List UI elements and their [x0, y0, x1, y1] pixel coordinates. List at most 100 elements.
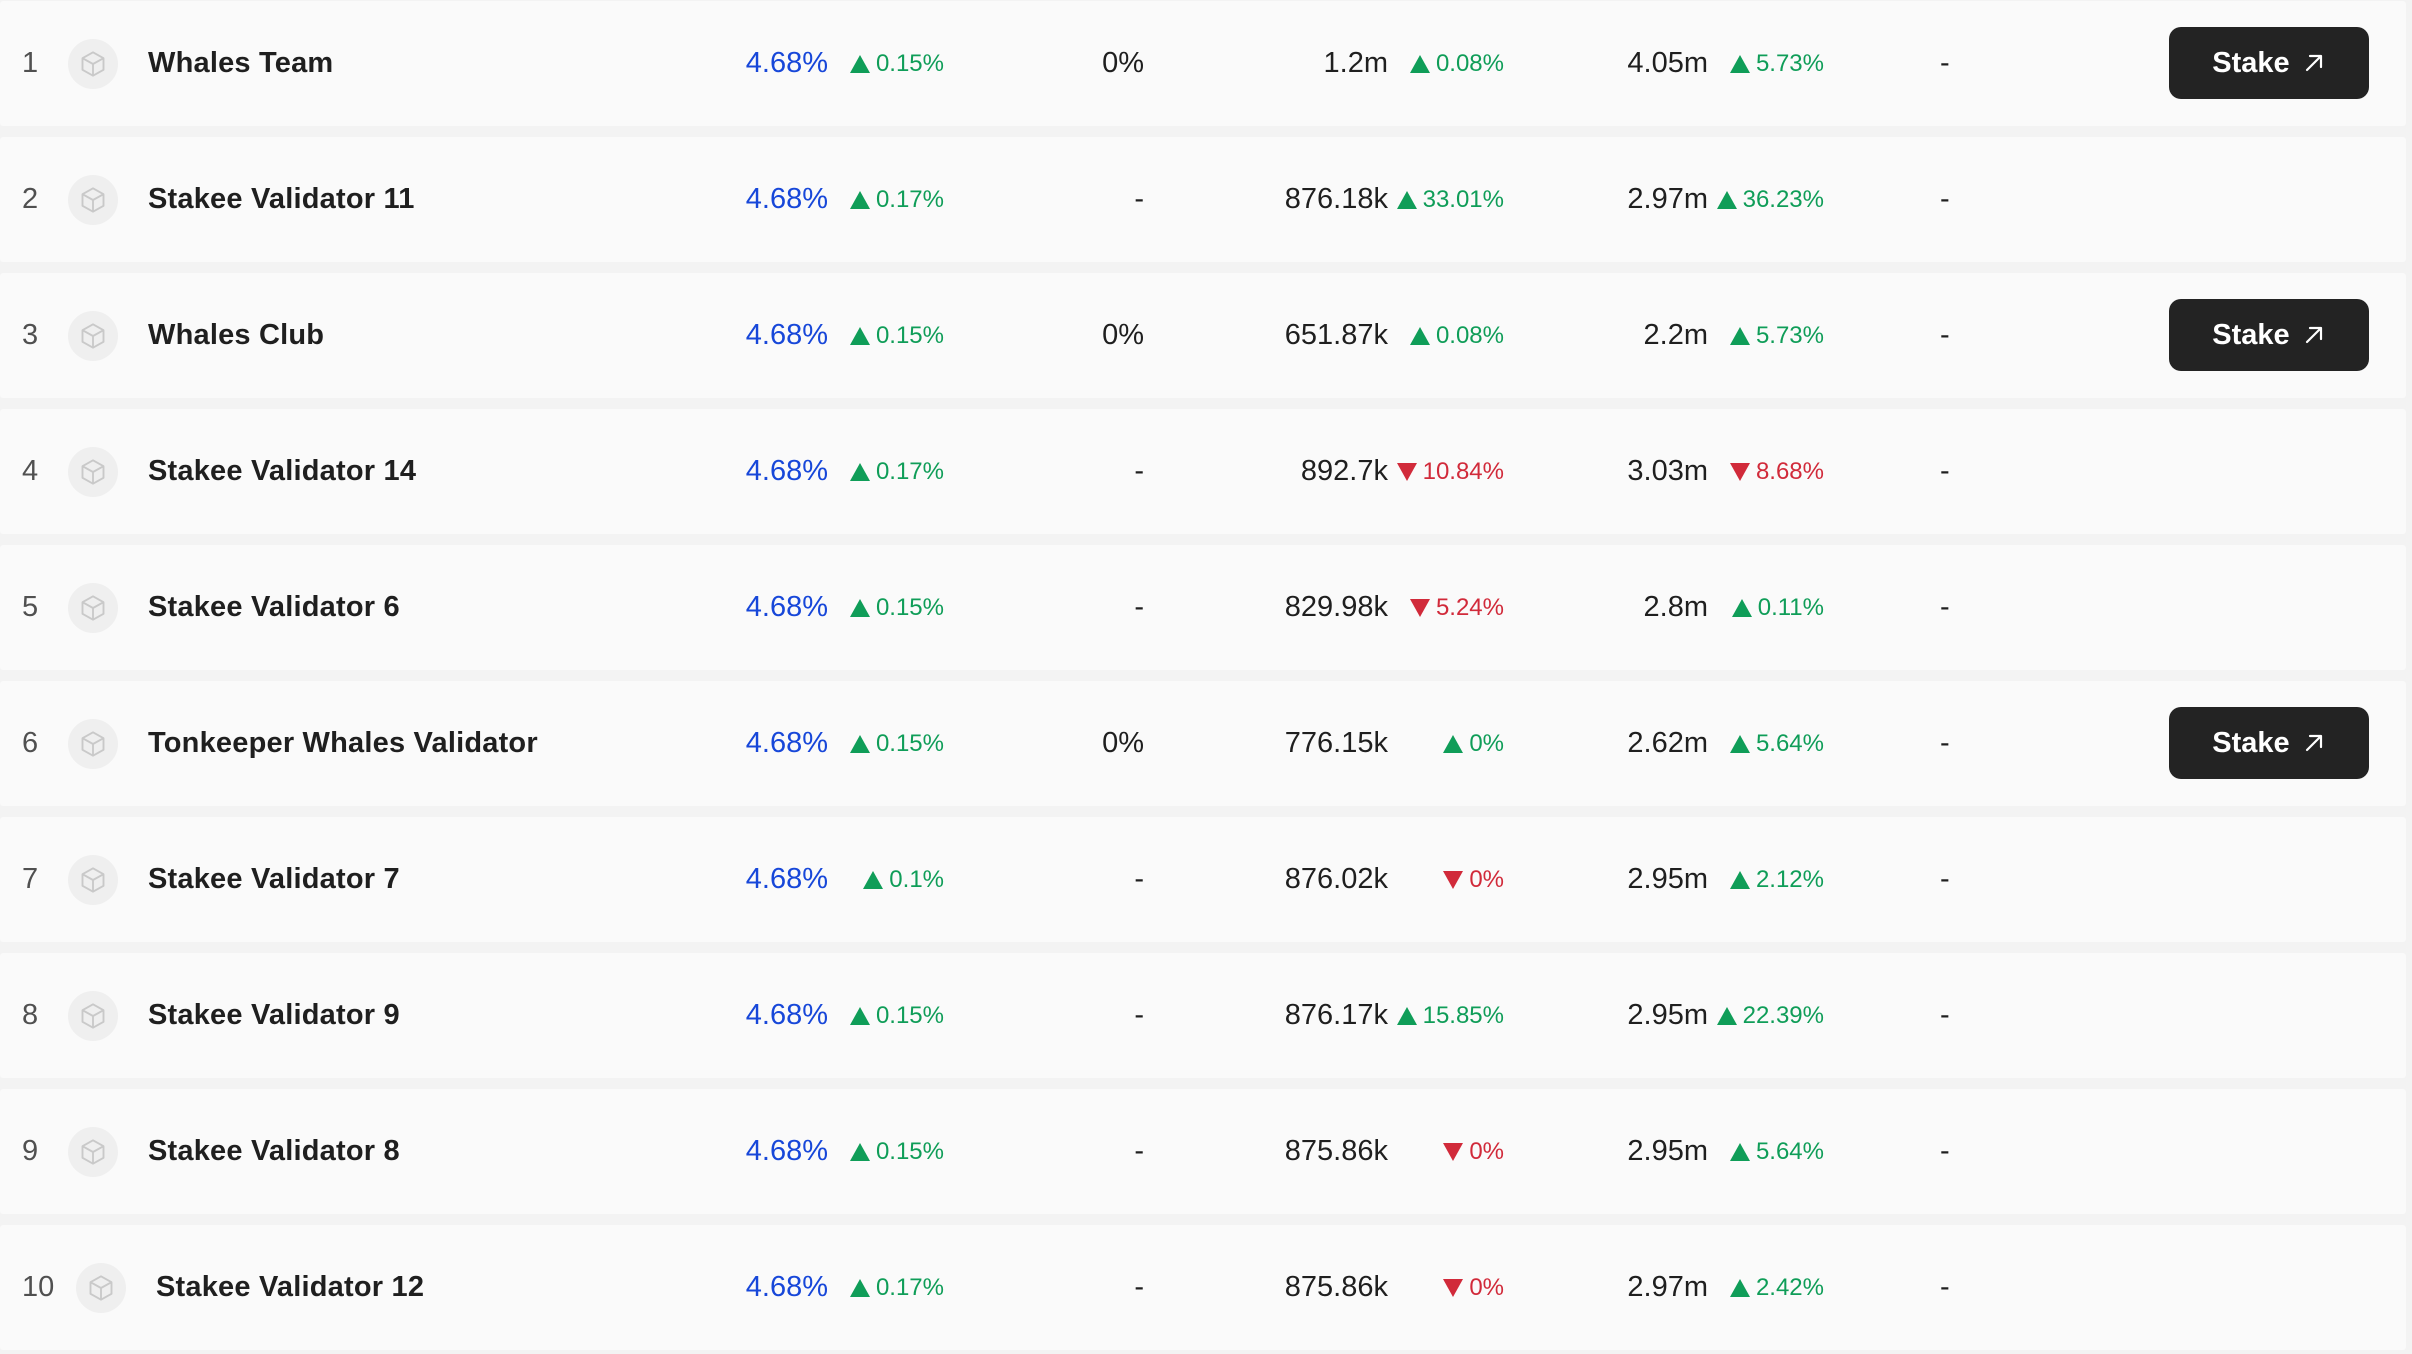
triangle-up-icon	[1409, 54, 1430, 73]
rank-number: 1	[22, 47, 39, 79]
apy-value: 4.68%	[745, 999, 828, 1031]
extra-value: -	[1940, 183, 1950, 215]
apy-change-value: 0.1%	[889, 865, 944, 893]
apy-change: 0.1%	[863, 817, 944, 942]
validator-name[interactable]: Stakee Validator 12	[156, 1271, 425, 1303]
apy-value: 4.68%	[745, 863, 828, 895]
stake-change: 5.24%	[1409, 545, 1504, 670]
stake-amount: 875.86k	[1284, 1135, 1388, 1167]
total-amount: 2.95m	[1627, 999, 1708, 1031]
stake-change-value: 0.08%	[1435, 321, 1504, 349]
stake-change: 0%	[1443, 817, 1504, 942]
fee-value: -	[1134, 1135, 1144, 1167]
triangle-down-icon	[1443, 1278, 1464, 1297]
validator-name[interactable]: Stakee Validator 9	[148, 999, 400, 1031]
extra-value: -	[1940, 319, 1950, 351]
cube-icon	[68, 39, 118, 89]
apy-change: 0.17%	[849, 409, 944, 534]
stake-amount: 1.2m	[1323, 47, 1388, 79]
apy-change-value: 0.17%	[875, 185, 944, 213]
stake-button[interactable]: Stake	[2169, 299, 2369, 371]
stake-change-value: 33.01%	[1422, 185, 1504, 213]
total-amount: 2.95m	[1627, 1135, 1708, 1167]
stake-change-value: 0%	[1469, 1137, 1504, 1165]
triangle-down-icon	[1409, 598, 1430, 617]
stake-button-label: Stake	[2212, 318, 2290, 351]
apy-value: 4.68%	[745, 1135, 828, 1167]
triangle-up-icon	[1729, 1142, 1750, 1161]
table-row: 1 Whales Team 4.68% 0.15% 0% 1.2m 0.08% 4.05m 5.…	[0, 1, 2406, 126]
validator-name[interactable]: Tonkeeper Whales Validator	[148, 727, 538, 759]
rank-number: 9	[22, 1135, 39, 1167]
stake-amount: 776.15k	[1284, 727, 1388, 759]
fee-value: 0%	[1102, 47, 1144, 79]
stake-amount: 892.7k	[1300, 455, 1388, 487]
stake-amount: 829.98k	[1284, 591, 1388, 623]
triangle-down-icon	[1443, 1142, 1464, 1161]
fee-value: -	[1134, 591, 1144, 623]
total-amount: 2.97m	[1627, 1271, 1708, 1303]
triangle-up-icon	[849, 54, 870, 73]
validator-name[interactable]: Stakee Validator 7	[148, 863, 400, 895]
triangle-up-icon	[1729, 870, 1750, 889]
rank-number: 10	[22, 1271, 55, 1303]
table-row: 10 Stakee Validator 12 4.68% 0.17% - 875.86k 0…	[0, 1225, 2406, 1350]
stake-change: 15.85%	[1396, 953, 1504, 1078]
triangle-up-icon	[849, 190, 870, 209]
extra-value: -	[1940, 455, 1950, 487]
extra-value: -	[1940, 1135, 1950, 1167]
table-row: 2 Stakee Validator 11 4.68% 0.17% - 876.18k 33…	[0, 137, 2406, 262]
apy-value: 4.68%	[745, 591, 828, 623]
total-change: 5.64%	[1729, 681, 1824, 806]
total-change: 2.12%	[1729, 817, 1824, 942]
triangle-up-icon	[1396, 1006, 1417, 1025]
arrow-up-right-icon	[2290, 51, 2326, 75]
validator-name[interactable]: Stakee Validator 6	[148, 591, 400, 623]
stake-change-value: 15.85%	[1422, 1001, 1504, 1029]
rank-number: 7	[22, 863, 39, 895]
fee-value: -	[1134, 999, 1144, 1031]
total-change-value: 36.23%	[1742, 185, 1824, 213]
stake-change-value: 0%	[1469, 1273, 1504, 1301]
apy-value: 4.68%	[745, 1271, 828, 1303]
triangle-up-icon	[1729, 326, 1750, 345]
apy-change-value: 0.15%	[875, 1137, 944, 1165]
stake-amount: 876.17k	[1284, 999, 1388, 1031]
validator-name[interactable]: Whales Club	[148, 319, 325, 351]
stake-button[interactable]: Stake	[2169, 707, 2369, 779]
total-amount: 4.05m	[1627, 47, 1708, 79]
apy-value: 4.68%	[745, 319, 828, 351]
cube-icon	[68, 175, 118, 225]
fee-value: 0%	[1102, 319, 1144, 351]
total-change-value: 5.64%	[1755, 1137, 1824, 1165]
stake-change-value: 5.24%	[1435, 593, 1504, 621]
rank-number: 6	[22, 727, 39, 759]
table-row: 3 Whales Club 4.68% 0.15% 0% 651.87k 0.08% 2.2m…	[0, 273, 2406, 398]
validator-name[interactable]: Stakee Validator 8	[148, 1135, 400, 1167]
apy-change-value: 0.15%	[875, 49, 944, 77]
cube-icon	[68, 991, 118, 1041]
apy-value: 4.68%	[745, 183, 828, 215]
extra-value: -	[1940, 999, 1950, 1031]
total-amount: 2.95m	[1627, 863, 1708, 895]
stake-button-label: Stake	[2212, 46, 2290, 79]
validator-name[interactable]: Stakee Validator 14	[148, 455, 417, 487]
triangle-down-icon	[1443, 870, 1464, 889]
total-change: 5.73%	[1729, 273, 1824, 398]
table-row: 5 Stakee Validator 6 4.68% 0.15% - 829.98k 5.2…	[0, 545, 2406, 670]
total-change: 22.39%	[1716, 953, 1824, 1078]
triangle-up-icon	[1716, 190, 1737, 209]
apy-change: 0.17%	[849, 137, 944, 262]
stake-change-value: 0%	[1469, 865, 1504, 893]
total-change: 5.73%	[1729, 1, 1824, 126]
total-change-value: 2.12%	[1755, 865, 1824, 893]
stake-button[interactable]: Stake	[2169, 27, 2369, 99]
validator-name[interactable]: Stakee Validator 11	[148, 183, 415, 215]
validator-name[interactable]: Whales Team	[148, 47, 334, 79]
total-change-value: 2.42%	[1755, 1273, 1824, 1301]
stake-button-label: Stake	[2212, 726, 2290, 759]
extra-value: -	[1940, 863, 1950, 895]
total-change-value: 5.64%	[1755, 729, 1824, 757]
triangle-up-icon	[1409, 326, 1430, 345]
